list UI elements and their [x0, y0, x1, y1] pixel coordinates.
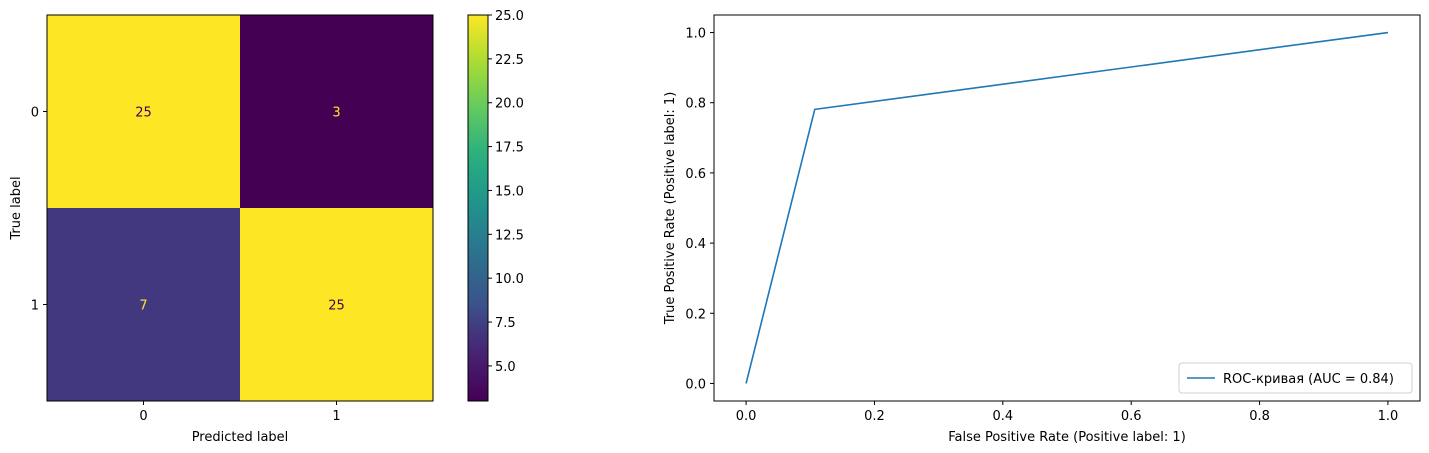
colorbar-tick-label: 17.5 [495, 141, 524, 156]
confusion-matrix-values: 25 3 7 25 [135, 106, 345, 314]
x-tick-label: 0.0 [736, 409, 757, 424]
x-tick-label: 0.8 [1249, 409, 1270, 424]
heatmap-cell-value: 25 [328, 299, 345, 314]
roc-y-ticks: 0.0 0.2 0.4 0.6 0.8 1.0 [685, 27, 714, 392]
confusion-matrix-frame [46, 14, 434, 402]
colorbar-tick-label: 20.0 [495, 97, 524, 112]
colorbar-tick-label: 25.0 [495, 9, 524, 24]
heatmap-cell [240, 15, 433, 208]
colorbar: 5.0 7.5 10.0 12.5 15.0 17.5 20.0 22.5 25.0 [467, 9, 524, 402]
y-tick-label: 0.4 [685, 237, 706, 252]
confusion-matrix-cells [47, 15, 433, 401]
confusion-matrix-x-axis-label: Predicted label [192, 430, 289, 445]
legend-box [1178, 362, 1413, 394]
y-tick-label: 0 [31, 106, 39, 121]
colorbar-ticks: 5.0 7.5 10.0 12.5 15.0 17.5 20.0 22.5 25.0 [488, 9, 524, 375]
colorbar-tick-label: 15.0 [495, 184, 524, 199]
colorbar-tick-label: 22.5 [495, 53, 524, 68]
y-tick-label: 0.2 [685, 307, 706, 322]
heatmap-cell-value: 25 [135, 106, 152, 121]
y-tick-label: 1.0 [685, 27, 706, 42]
colorbar-gradient [467, 14, 489, 402]
colorbar-tick-label: 10.0 [495, 272, 524, 287]
heatmap-cell-value: 3 [332, 106, 340, 121]
y-tick-label: 0.6 [685, 167, 706, 182]
heatmap-cell [240, 208, 433, 401]
x-tick-label: 1 [332, 409, 340, 424]
roc-plot-frame [713, 14, 1421, 402]
colorbar-tick-label: 7.5 [495, 316, 516, 331]
roc-series-lines [745, 31, 1389, 384]
heatmap-cell [47, 15, 240, 208]
roc-curve-panel: 0.0 0.2 0.4 0.6 0.8 1.0 0.0 0.2 0.4 0.6 0.8 1.0 Fa… [663, 14, 1421, 445]
x-tick-label: 0.2 [864, 409, 885, 424]
y-tick-label: 1 [31, 299, 39, 314]
x-tick-label: 1.0 [1378, 409, 1399, 424]
y-tick-label: 0.8 [685, 97, 706, 112]
x-tick-label: 0 [139, 409, 147, 424]
roc-y-axis-label: True Positive Rate (Positive label: 1) [663, 92, 678, 326]
x-tick-label: 0.4 [992, 409, 1013, 424]
legend-entry-label: ROC-кривая (AUC = 0.84) [1223, 372, 1394, 387]
heatmap-cell-value: 7 [139, 299, 147, 314]
heatmap-cell [47, 208, 240, 401]
y-tick-label: 0.0 [685, 377, 706, 392]
confusion-matrix-y-ticks: 01 [31, 106, 47, 314]
confusion-matrix-y-axis-label: True label [9, 176, 24, 240]
roc-x-ticks: 0.0 0.2 0.4 0.6 0.8 1.0 [736, 401, 1399, 424]
colorbar-tick-label: 5.0 [495, 360, 516, 375]
roc-legend: ROC-кривая (AUC = 0.84) [1178, 362, 1413, 394]
roc-x-axis-label: False Positive Rate (Positive label: 1) [948, 430, 1186, 445]
x-tick-label: 0.6 [1121, 409, 1142, 424]
roc-curve-line [745, 31, 1389, 384]
colorbar-tick-label: 12.5 [495, 228, 524, 243]
